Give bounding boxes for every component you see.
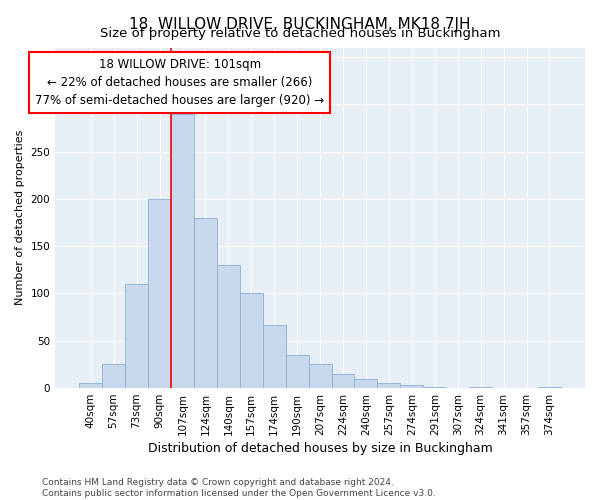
Bar	[332, 374, 355, 388]
Bar	[469, 387, 492, 388]
Text: Contains HM Land Registry data © Crown copyright and database right 2024.
Contai: Contains HM Land Registry data © Crown c…	[42, 478, 436, 498]
X-axis label: Distribution of detached houses by size in Buckingham: Distribution of detached houses by size …	[148, 442, 493, 455]
Bar	[194, 218, 217, 388]
Bar	[148, 199, 171, 388]
Bar	[217, 265, 240, 388]
Bar	[308, 364, 332, 388]
Bar	[423, 387, 446, 388]
Bar	[171, 114, 194, 388]
Bar	[79, 384, 102, 388]
Bar	[102, 364, 125, 388]
Text: 18, WILLOW DRIVE, BUCKINGHAM, MK18 7JH: 18, WILLOW DRIVE, BUCKINGHAM, MK18 7JH	[129, 18, 471, 32]
Text: Size of property relative to detached houses in Buckingham: Size of property relative to detached ho…	[100, 28, 500, 40]
Text: 18 WILLOW DRIVE: 101sqm
← 22% of detached houses are smaller (266)
77% of semi-d: 18 WILLOW DRIVE: 101sqm ← 22% of detache…	[35, 58, 324, 106]
Bar	[240, 292, 263, 388]
Bar	[377, 384, 400, 388]
Bar	[538, 387, 561, 388]
Bar	[400, 385, 423, 388]
Bar	[263, 324, 286, 388]
Bar	[355, 378, 377, 388]
Bar	[125, 284, 148, 388]
Y-axis label: Number of detached properties: Number of detached properties	[15, 130, 25, 306]
Bar	[286, 355, 308, 388]
